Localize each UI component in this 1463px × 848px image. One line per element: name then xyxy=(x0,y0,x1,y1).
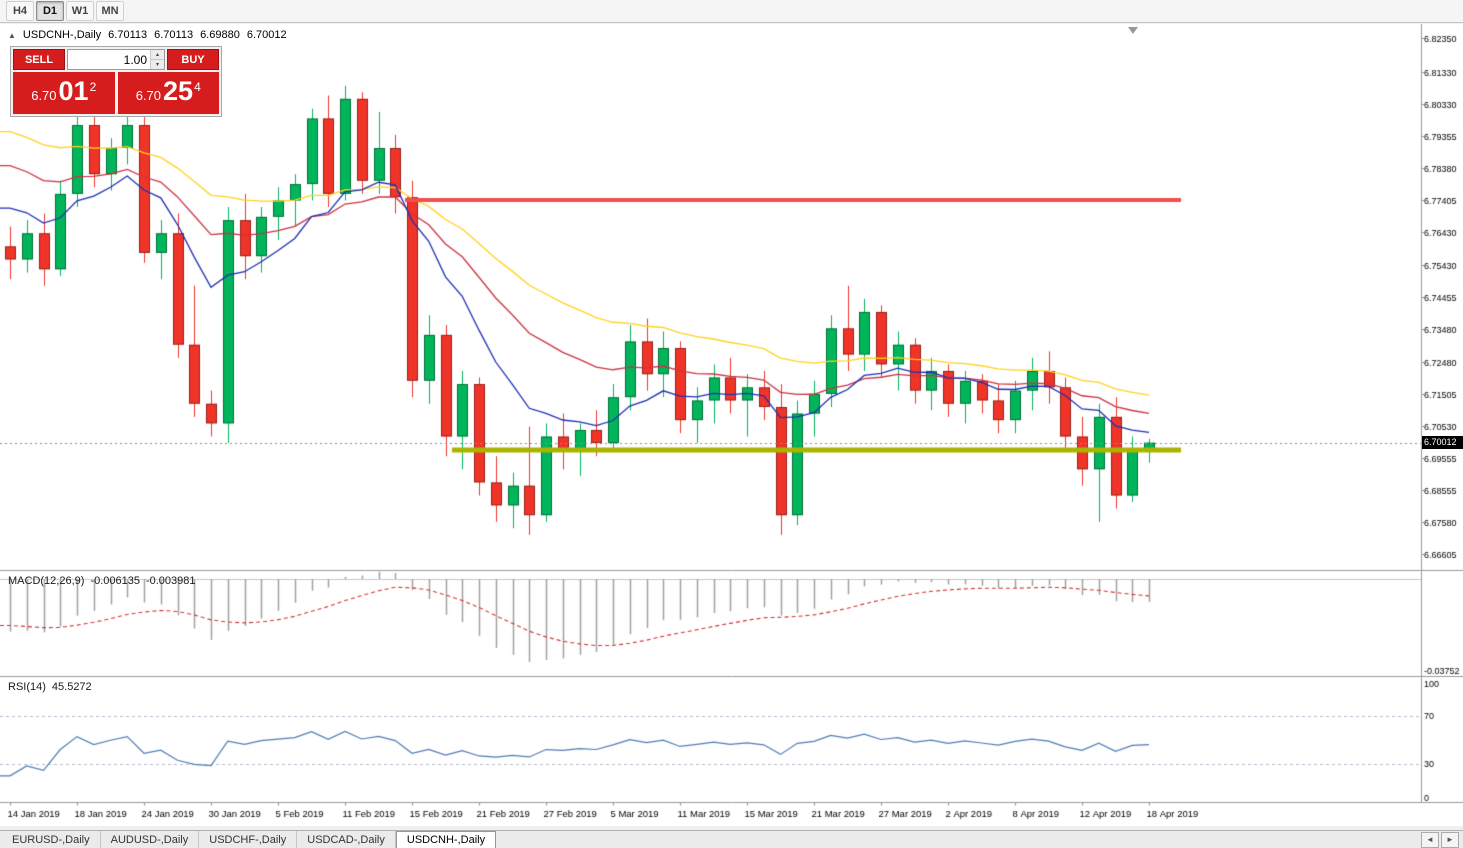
tab-scroll-arrows: ◄ ► xyxy=(1417,831,1463,848)
trade-panel-prices: 6.70 01 2 6.70 25 4 xyxy=(13,72,219,114)
rsi-indicator-label: RSI(14) 45.5272 xyxy=(8,681,92,693)
volume-control: ▴ ▾ xyxy=(67,49,165,70)
sell-price-display[interactable]: 6.70 01 2 xyxy=(13,72,115,114)
bar-open-value: 6.70113 xyxy=(108,29,148,41)
tab-usdcnh-daily[interactable]: USDCNH-,Daily xyxy=(395,831,497,848)
sell-button[interactable]: SELL xyxy=(13,49,65,70)
tab-usdcad-daily[interactable]: USDCAD-,Daily xyxy=(297,831,396,848)
timeframe-toolbar: H4 D1 W1 MN xyxy=(0,0,1463,23)
tab-eurusd-daily[interactable]: EURUSD-,Daily xyxy=(2,831,101,848)
timeframe-button-w1[interactable]: W1 xyxy=(66,1,94,21)
sell-price-big-digits: 01 xyxy=(58,76,89,106)
chart-shift-marker-icon[interactable] xyxy=(1128,27,1138,34)
tabs-scroll-left-button[interactable]: ◄ xyxy=(1421,831,1439,848)
price-chart-canvas[interactable] xyxy=(0,24,1463,826)
buy-price-display[interactable]: 6.70 25 4 xyxy=(117,72,219,114)
sell-price-pip-digit: 2 xyxy=(89,80,97,94)
one-click-collapse-icon[interactable]: ▲ xyxy=(8,30,16,40)
bar-close-value: 6.70012 xyxy=(246,29,287,41)
tab-audusd-daily[interactable]: AUDUSD-,Daily xyxy=(101,831,200,848)
macd-indicator-label: MACD(12,26,9) -0.006135 -0.003981 xyxy=(8,575,196,587)
volume-increase-button[interactable]: ▴ xyxy=(151,50,164,60)
trade-panel-controls: SELL ▴ ▾ BUY xyxy=(13,49,219,70)
chart-tab-bar: EURUSD-,Daily AUDUSD-,Daily USDCHF-,Daily U… xyxy=(0,830,1463,848)
timeframe-button-d1[interactable]: D1 xyxy=(36,1,64,21)
tab-usdchf-daily[interactable]: USDCHF-,Daily xyxy=(199,831,298,848)
macd-value: -0.006135 xyxy=(90,575,140,587)
bar-low-value: 6.69880 xyxy=(200,29,240,41)
buy-price-big-digits: 25 xyxy=(163,76,194,106)
sell-price-base: 6.70 xyxy=(31,88,57,103)
timeframe-button-h4[interactable]: H4 xyxy=(6,1,34,21)
volume-input[interactable] xyxy=(68,50,150,69)
buy-button[interactable]: BUY xyxy=(167,49,219,70)
timeframe-button-mn[interactable]: MN xyxy=(96,1,124,21)
rsi-name: RSI(14) xyxy=(8,681,46,693)
volume-decrease-button[interactable]: ▾ xyxy=(151,60,164,69)
buy-price-base: 6.70 xyxy=(135,88,162,103)
symbol-title: USDCNH-,Daily xyxy=(22,29,102,41)
macd-signal-value: -0.003981 xyxy=(145,575,196,587)
macd-name: MACD(12,26,9) xyxy=(8,575,85,587)
bar-high-value: 6.70113 xyxy=(154,29,194,41)
buy-price-pip-digit: 4 xyxy=(194,80,201,94)
tabs-scroll-right-button[interactable]: ► xyxy=(1441,831,1459,848)
rsi-value: 45.5272 xyxy=(51,681,92,693)
volume-spinner: ▴ ▾ xyxy=(150,50,164,69)
symbol-tabs: EURUSD-,Daily AUDUSD-,Daily USDCHF-,Daily U… xyxy=(0,831,1417,848)
one-click-trading-panel: SELL ▴ ▾ BUY 6.70 01 2 6.70 25 4 xyxy=(10,46,222,117)
current-price-tag: 6.70012 xyxy=(1422,436,1463,450)
symbol-info: ▲ USDCNH-,Daily 6.70113 6.70113 6.69880 … xyxy=(8,29,287,41)
